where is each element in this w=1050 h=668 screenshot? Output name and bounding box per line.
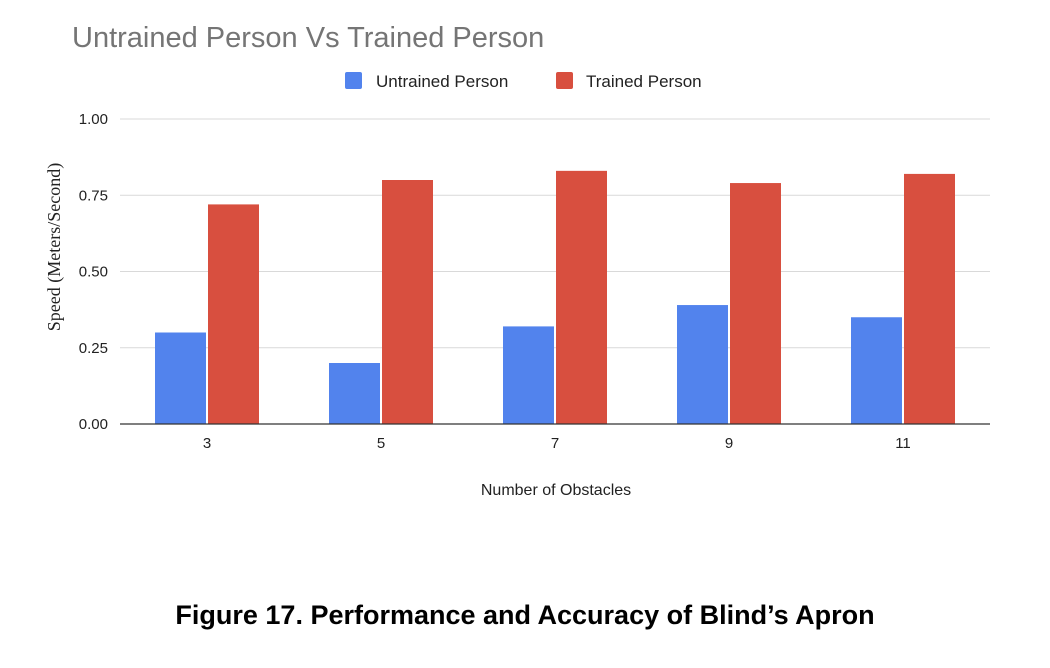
- bar-untrained-person: [677, 305, 728, 424]
- bar-untrained-person: [851, 317, 902, 424]
- y-tick-label: 0.75: [79, 187, 108, 204]
- x-axis-ticks: 3 5 7 9 11: [203, 435, 911, 452]
- bar-trained-person: [904, 173, 955, 424]
- legend-label: Untrained Person: [376, 72, 508, 91]
- bar-trained-person: [382, 180, 433, 424]
- figure-caption: Figure 17. Performance and Accuracy of B…: [175, 600, 875, 630]
- legend-swatch: [556, 72, 573, 89]
- x-tick-label: 7: [551, 435, 559, 452]
- bar-untrained-person: [329, 363, 380, 424]
- y-tick-label: 0.25: [79, 340, 108, 357]
- bar-untrained-person: [503, 326, 554, 424]
- legend-swatch: [345, 72, 362, 89]
- legend-label: Trained Person: [586, 72, 702, 91]
- chart-area: Untrained Person Vs Trained Person Untra…: [44, 22, 990, 499]
- bar-untrained-person: [155, 332, 206, 424]
- chart-title: Untrained Person Vs Trained Person: [72, 22, 544, 54]
- x-tick-label: 5: [377, 435, 385, 452]
- y-tick-label: 0.50: [79, 264, 108, 281]
- y-tick-label: 0.00: [79, 416, 108, 433]
- bars: [155, 170, 955, 424]
- y-axis-label: Speed (Meters/Second): [44, 163, 65, 331]
- x-tick-label: 11: [895, 435, 911, 452]
- bar-chart: Untrained Person Vs Trained Person Untra…: [44, 22, 990, 499]
- y-tick-label: 1.00: [79, 111, 108, 128]
- x-tick-label: 3: [203, 435, 211, 452]
- gridlines: [120, 118, 990, 349]
- x-tick-label: 9: [725, 435, 733, 452]
- bar-trained-person: [730, 183, 781, 424]
- legend: Untrained Person Trained Person: [345, 72, 702, 91]
- bar-trained-person: [208, 204, 259, 424]
- y-axis-ticks: 0.00 0.25 0.50 0.75 1.00: [79, 111, 108, 433]
- bar-trained-person: [556, 170, 607, 424]
- x-axis-label: Number of Obstacles: [481, 482, 631, 499]
